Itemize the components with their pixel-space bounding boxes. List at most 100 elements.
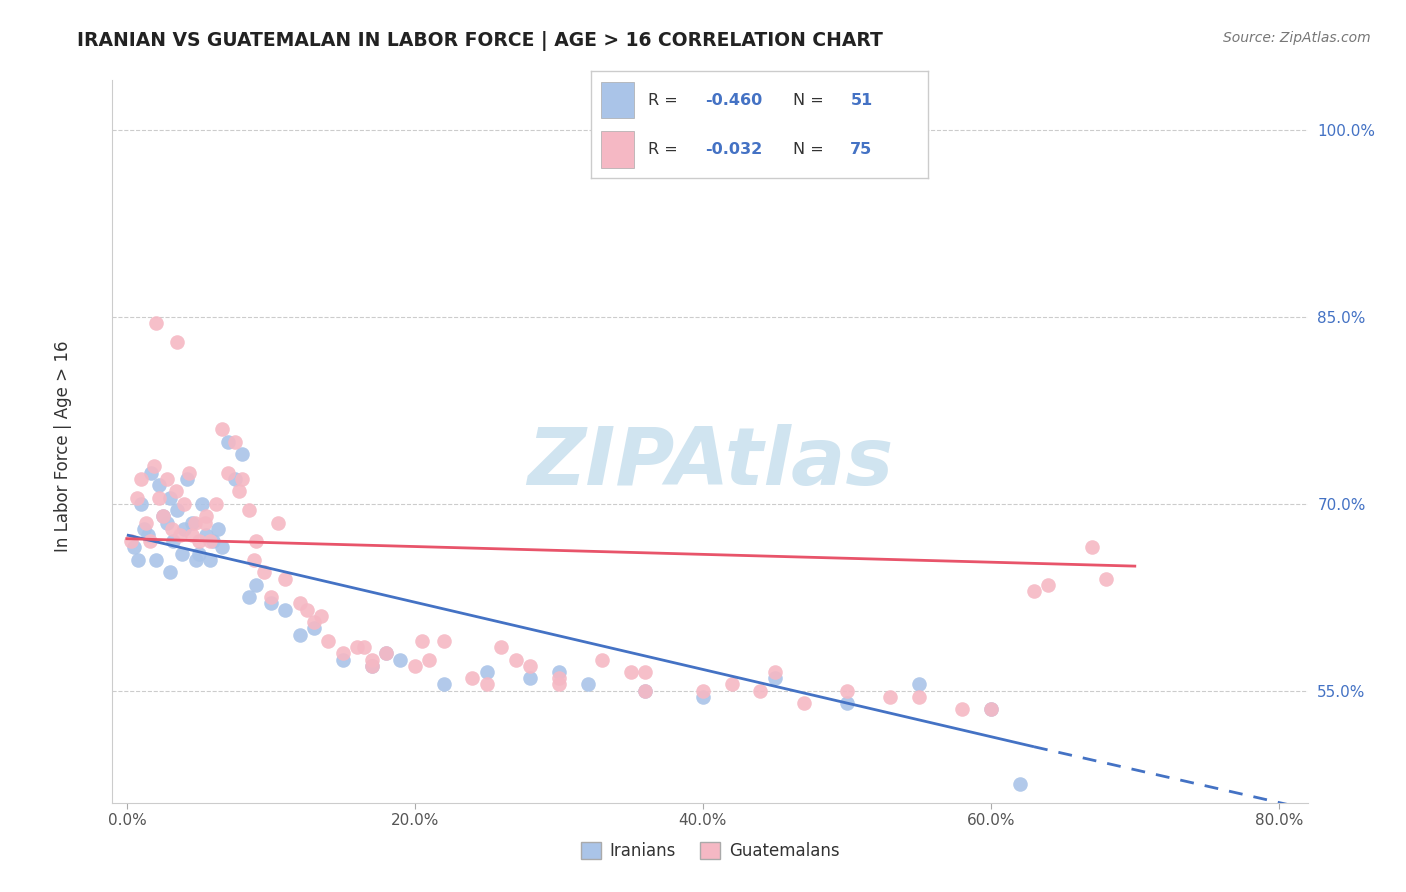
- Point: [267, 516, 290, 530]
- Point: [156, 472, 179, 486]
- Point: [184, 553, 207, 567]
- Bar: [600, 82, 634, 119]
- Point: [404, 658, 426, 673]
- Point: [274, 603, 297, 617]
- Point: [141, 466, 163, 480]
- Point: [148, 491, 170, 505]
- Point: [190, 497, 212, 511]
- Point: [634, 683, 657, 698]
- Point: [122, 541, 145, 555]
- Point: [1008, 777, 1031, 791]
- Point: [120, 534, 142, 549]
- Point: [228, 484, 250, 499]
- Point: [907, 677, 929, 691]
- Text: -0.460: -0.460: [706, 93, 762, 108]
- Point: [169, 528, 191, 542]
- Point: [360, 652, 382, 666]
- Point: [231, 472, 253, 486]
- Text: R =: R =: [648, 142, 683, 157]
- Point: [173, 497, 195, 511]
- Point: [152, 509, 174, 524]
- Point: [749, 683, 772, 698]
- Point: [620, 665, 643, 679]
- Point: [692, 683, 714, 698]
- Text: IRANIAN VS GUATEMALAN IN LABOR FORCE | AGE > 16 CORRELATION CHART: IRANIAN VS GUATEMALAN IN LABOR FORCE | A…: [77, 31, 883, 51]
- Point: [332, 646, 354, 660]
- Point: [202, 534, 225, 549]
- Point: [360, 658, 382, 673]
- Bar: [600, 131, 634, 168]
- Point: [353, 640, 375, 654]
- Point: [200, 553, 222, 567]
- Point: [505, 652, 527, 666]
- Point: [720, 677, 742, 691]
- Text: Source: ZipAtlas.com: Source: ZipAtlas.com: [1223, 31, 1371, 45]
- Point: [433, 633, 456, 648]
- Point: [980, 702, 1002, 716]
- Point: [195, 509, 218, 524]
- Point: [127, 553, 149, 567]
- Point: [295, 603, 318, 617]
- Point: [162, 534, 184, 549]
- Point: [187, 547, 209, 561]
- Point: [135, 516, 157, 530]
- Point: [242, 553, 264, 567]
- Point: [143, 459, 166, 474]
- Point: [170, 547, 193, 561]
- Point: [156, 516, 179, 530]
- Point: [793, 696, 815, 710]
- Point: [1080, 541, 1102, 555]
- Point: [160, 522, 183, 536]
- Point: [1038, 578, 1060, 592]
- Point: [224, 434, 246, 449]
- Legend: Iranians, Guatemalans: Iranians, Guatemalans: [574, 835, 846, 867]
- Point: [238, 591, 260, 605]
- Point: [491, 640, 513, 654]
- Point: [274, 572, 297, 586]
- Point: [418, 652, 440, 666]
- Point: [360, 658, 382, 673]
- Point: [205, 497, 228, 511]
- Point: [166, 334, 188, 349]
- Point: [134, 522, 156, 536]
- Point: [318, 633, 340, 648]
- Point: [180, 528, 202, 542]
- Point: [166, 503, 188, 517]
- Point: [177, 466, 200, 480]
- Point: [180, 516, 202, 530]
- Point: [152, 509, 174, 524]
- Point: [591, 652, 613, 666]
- Point: [173, 522, 195, 536]
- Point: [634, 665, 657, 679]
- Point: [692, 690, 714, 704]
- Point: [519, 671, 541, 685]
- Point: [763, 665, 786, 679]
- Point: [194, 516, 217, 530]
- Point: [1095, 572, 1118, 586]
- Point: [187, 534, 209, 549]
- Point: [183, 516, 205, 530]
- Point: [129, 497, 152, 511]
- Point: [634, 683, 657, 698]
- Point: [375, 646, 398, 660]
- Text: N =: N =: [793, 142, 830, 157]
- Point: [245, 534, 267, 549]
- Point: [176, 472, 198, 486]
- Point: [288, 627, 311, 641]
- Point: [332, 652, 354, 666]
- Point: [411, 633, 433, 648]
- Point: [375, 646, 398, 660]
- Point: [245, 578, 267, 592]
- Point: [211, 422, 233, 436]
- Point: [165, 484, 187, 499]
- Point: [217, 434, 239, 449]
- Point: [519, 658, 541, 673]
- Point: [145, 553, 167, 567]
- Point: [980, 702, 1002, 716]
- Point: [138, 528, 160, 542]
- Point: [763, 671, 786, 685]
- Point: [309, 609, 332, 624]
- Point: [389, 652, 412, 666]
- Text: N =: N =: [793, 93, 830, 108]
- Point: [576, 677, 599, 691]
